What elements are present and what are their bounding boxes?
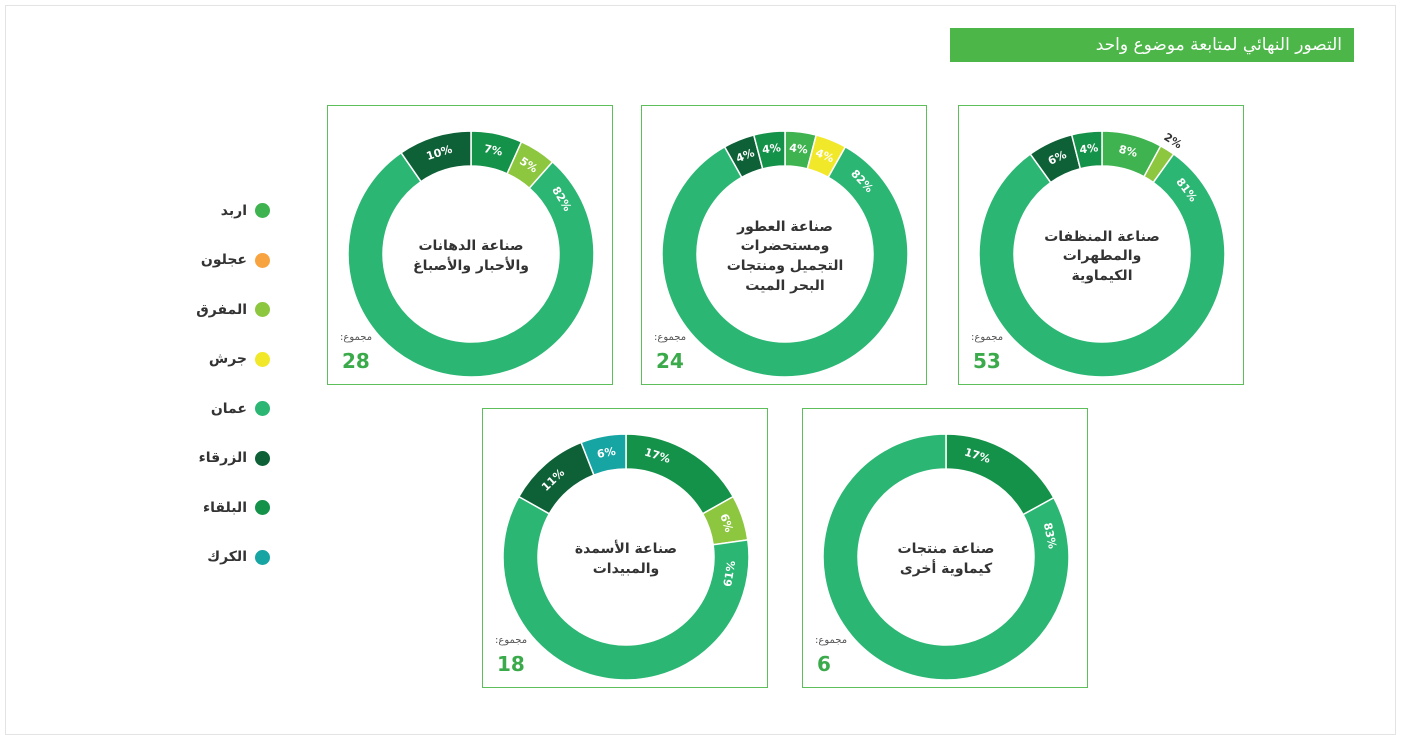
- chart-card: 4% 4% 82% 4% 4% صناعة العطور ومستحضرات التجمي…: [641, 105, 927, 385]
- donut: 4% 4%82%4% 4%: [661, 130, 909, 378]
- donut-segment: [1070, 130, 1103, 170]
- legend-label: عجلون: [200, 252, 247, 269]
- value-label: 83%: [1041, 521, 1059, 549]
- value-label: 6%: [596, 445, 617, 461]
- donut-segment: [580, 433, 627, 477]
- legend-swatch: [255, 302, 270, 318]
- total-label: مجموع:: [495, 635, 528, 646]
- chart-title: صناعة العطور ومستحضرات التجميل ومنتجات ا…: [726, 218, 844, 294]
- legend-item: البلقاء: [120, 483, 270, 533]
- legend-item: المفرق: [120, 285, 270, 335]
- chart-card: 8% 2% 81% 6% 4% صناعة المنظفات والمطهرات الكي…: [958, 105, 1244, 385]
- legend-item: اربد: [120, 186, 270, 236]
- value-label: 4%: [788, 141, 808, 156]
- value-label: 4%: [734, 146, 756, 165]
- donut: 17%83%: [822, 433, 1070, 681]
- legend-item: جرش: [120, 335, 270, 385]
- value-label: 4%: [761, 141, 781, 156]
- chart-title: صناعة الأسمدة والمبيدات: [574, 541, 678, 577]
- donut-segment: [625, 433, 735, 515]
- value-label: 4%: [814, 146, 836, 165]
- donut-segment: [661, 145, 909, 378]
- legend-label: الزرقاء: [198, 450, 247, 467]
- donut-segment: [752, 130, 786, 170]
- legend-item: عجلون: [120, 236, 270, 286]
- chart-title: صناعة المنظفات والمطهرات الكيماوية: [1044, 228, 1160, 284]
- value-label: 8%: [1117, 143, 1138, 160]
- value-label: 6%: [717, 512, 735, 534]
- legend: اربد عجلون المفرق جرش عمان الزرقاء البلقاء الكر…: [120, 186, 270, 582]
- legend-label: جرش: [208, 351, 247, 368]
- total-label: مجموع:: [815, 635, 848, 646]
- legend-swatch: [255, 351, 270, 367]
- donut-segment: [400, 130, 472, 183]
- total-value: 53: [973, 349, 1001, 373]
- total-value: 28: [342, 349, 370, 373]
- donut-segment: [945, 433, 1055, 516]
- legend-item: الكرك: [120, 533, 270, 583]
- legend-label: اربد: [220, 202, 247, 219]
- legend-swatch: [255, 450, 270, 466]
- total-label: مجموع:: [340, 332, 373, 343]
- chart-card: 17% 6% 61% 11% 6% صناعة الأسمدة والمبيدات مجمو…: [482, 408, 768, 688]
- legend-item: عمان: [120, 384, 270, 434]
- donut-segment: [502, 495, 750, 681]
- legend-label: عمان: [210, 400, 247, 417]
- donut-segment: [347, 151, 595, 378]
- total-label: مجموع:: [654, 332, 687, 343]
- legend-label: الكرك: [207, 549, 247, 566]
- total-value: 6: [817, 652, 831, 676]
- page-title: التصور النهائي لمتابعة موضوع واحد: [950, 28, 1354, 62]
- legend-item: الزرقاء: [120, 434, 270, 484]
- donut-segment: [978, 152, 1226, 378]
- total-value: 24: [656, 349, 684, 373]
- chart-card: 7% 5% 82% 10% صناعة الدهانات والأحبار والأصب…: [327, 105, 613, 385]
- donut: 7%5%82%10%: [347, 130, 595, 378]
- total-label: مجموع:: [971, 332, 1004, 343]
- legend-swatch: [255, 203, 270, 219]
- value-label: 7%: [483, 142, 504, 159]
- chart-title: صناعة منتجات كيماوية أخرى: [897, 541, 995, 577]
- legend-swatch: [255, 549, 270, 565]
- value-label: 61%: [721, 560, 738, 588]
- total-value: 18: [497, 652, 525, 676]
- donut-segment: [822, 433, 1070, 681]
- chart-card: 17% 83% صناعة منتجات كيماوية أخرى مجموع: 6: [802, 408, 1088, 688]
- value-label: 4%: [1079, 141, 1099, 156]
- legend-swatch: [255, 401, 270, 417]
- donut: 8% 2%81%6% 4%: [978, 130, 1226, 378]
- legend-label: البلقاء: [203, 499, 247, 516]
- donut: 17%6%61%11%6%: [502, 433, 750, 681]
- legend-swatch: [255, 500, 270, 516]
- legend-swatch: [255, 252, 270, 268]
- legend-label: المفرق: [196, 301, 247, 318]
- chart-title: صناعة الدهانات والأحبار والأصباغ: [413, 238, 529, 274]
